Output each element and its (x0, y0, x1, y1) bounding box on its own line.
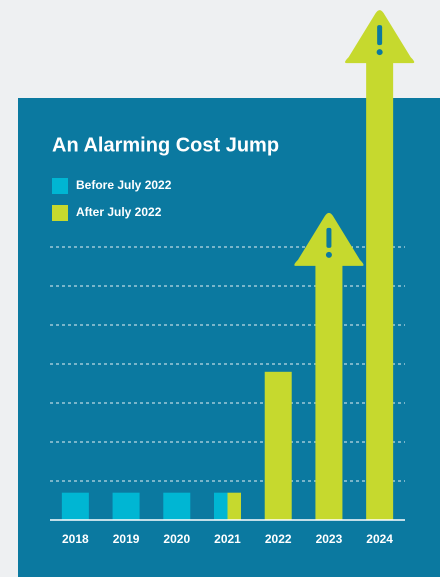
legend-label: Before July 2022 (76, 178, 172, 192)
x-tick-label: 2020 (163, 532, 190, 546)
x-tick-label: 2019 (113, 532, 140, 546)
bar (264, 371, 292, 520)
x-tick-label: 2023 (316, 532, 343, 546)
legend-swatch (52, 178, 68, 194)
alert-icon (376, 49, 383, 56)
bar (163, 492, 191, 520)
bar (227, 492, 241, 520)
bar-arrow (294, 212, 364, 520)
legend-swatch (52, 205, 68, 221)
bar (214, 492, 228, 520)
bar (61, 492, 89, 520)
chart-title: An Alarming Cost Jump (52, 134, 279, 156)
legend-label: After July 2022 (76, 205, 162, 219)
bar (112, 492, 140, 520)
alert-icon (326, 227, 332, 248)
x-tick-label: 2021 (214, 532, 241, 546)
x-tick-label: 2018 (62, 532, 89, 546)
alert-icon (377, 25, 383, 46)
bar-arrow (345, 10, 415, 520)
x-tick-label: 2024 (366, 532, 393, 546)
x-tick-label: 2022 (265, 532, 292, 546)
alert-icon (325, 251, 332, 258)
